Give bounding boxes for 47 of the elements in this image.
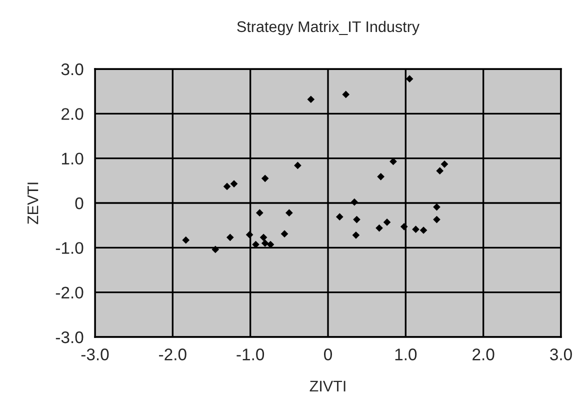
point xyxy=(182,236,190,244)
point xyxy=(230,180,238,188)
point xyxy=(261,174,269,182)
point xyxy=(352,231,360,239)
point xyxy=(436,167,444,175)
point xyxy=(433,216,440,224)
y-tick-label: 0 xyxy=(75,197,84,210)
x-tick-label: 3.0 xyxy=(550,348,572,360)
point xyxy=(400,223,408,230)
point xyxy=(376,224,383,232)
x-tick-label: 0 xyxy=(324,348,332,360)
point xyxy=(412,226,420,234)
chart-title: Strategy Matrix_IT Industry xyxy=(237,20,420,36)
point xyxy=(307,96,315,104)
point xyxy=(406,75,414,82)
point xyxy=(377,172,384,180)
x-tick-label: -3.0 xyxy=(81,348,109,360)
x-tick-label: 1.0 xyxy=(395,348,417,360)
point xyxy=(260,234,268,242)
y-tick-label: -1.0 xyxy=(56,242,84,254)
y-tick-label: 3.0 xyxy=(61,63,84,76)
point xyxy=(336,213,344,221)
y-tick-label: -2.0 xyxy=(56,286,84,299)
y-axis-title: ZEVTI xyxy=(28,182,38,224)
point xyxy=(246,231,254,238)
x-axis-title: ZIVTI xyxy=(310,380,346,392)
x-tick-label: -2.0 xyxy=(159,348,186,360)
point xyxy=(420,226,428,234)
y-tick-label: -3.0 xyxy=(56,331,84,344)
point xyxy=(261,240,269,247)
point xyxy=(280,230,288,238)
point xyxy=(212,246,220,254)
point xyxy=(350,198,358,206)
y-tick-label: 2.0 xyxy=(62,108,84,120)
point xyxy=(285,209,293,216)
x-tick-label: 2.0 xyxy=(472,348,494,360)
point xyxy=(353,216,360,224)
point xyxy=(433,203,440,211)
point xyxy=(256,209,264,216)
point xyxy=(342,90,350,98)
x-tick-label: -1.0 xyxy=(236,348,264,360)
point xyxy=(383,218,391,226)
point xyxy=(226,234,234,242)
point xyxy=(223,182,231,190)
point xyxy=(294,162,302,170)
point xyxy=(440,160,448,168)
y-tick-label: 1.0 xyxy=(62,152,84,165)
